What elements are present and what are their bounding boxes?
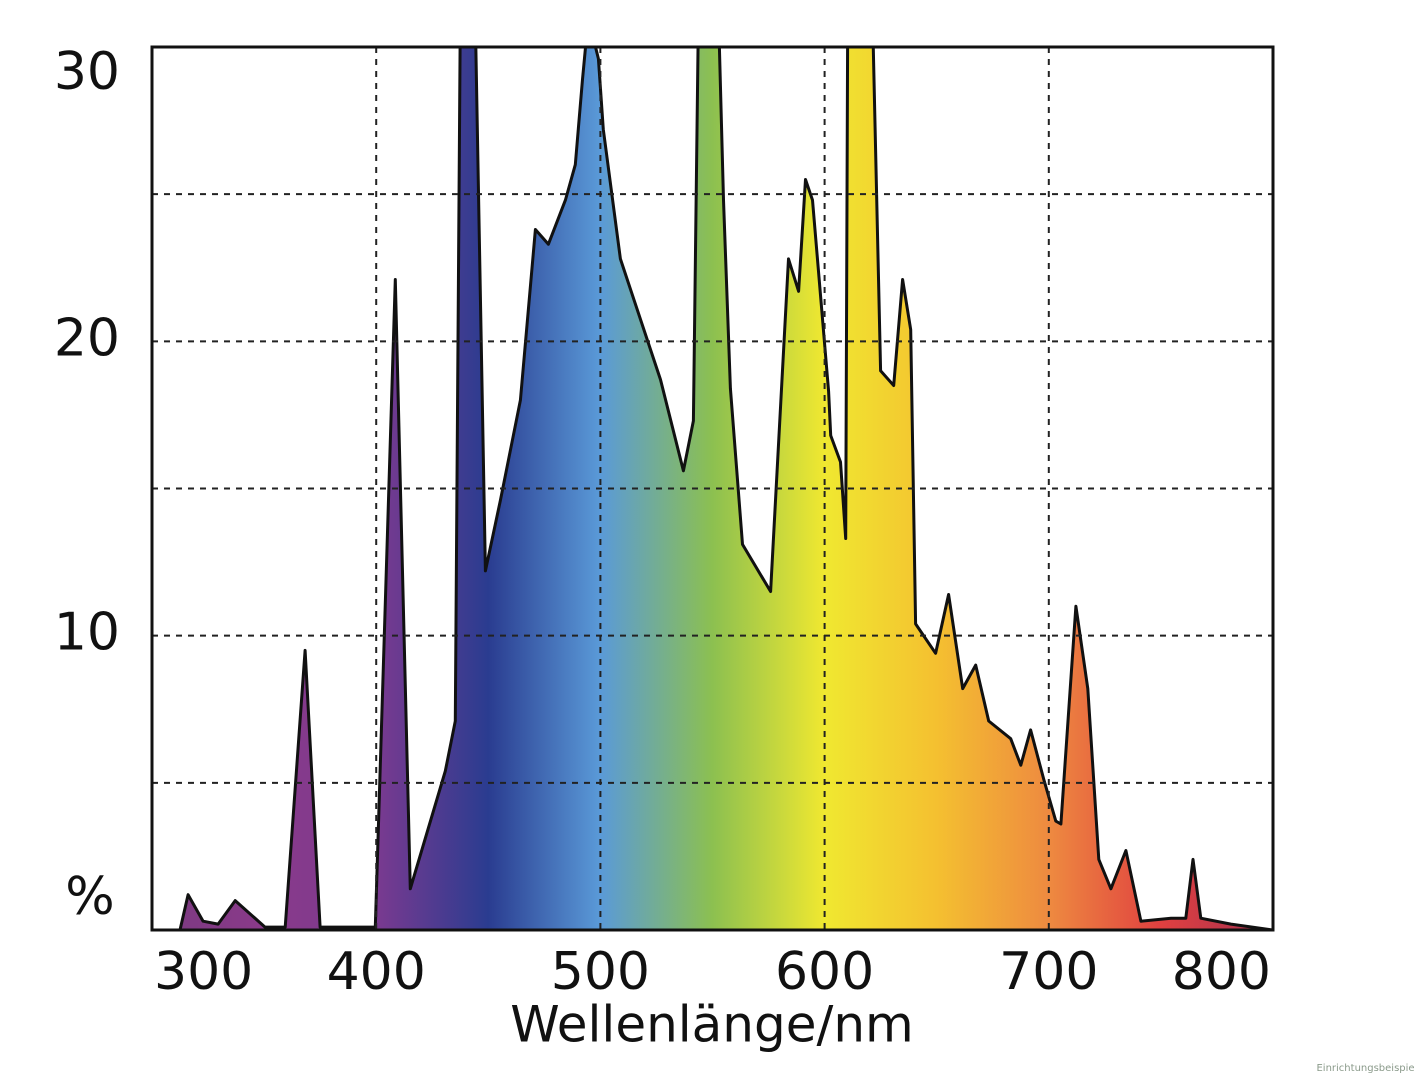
plot-area [152,47,1273,930]
spectrum-area [152,47,1273,930]
y-axis-label: % [65,867,114,927]
spectrum-outline [152,47,1273,930]
y-tick-label: 10 [54,603,120,663]
x-tick-label: 300 [154,942,253,1002]
y-tick-label: 20 [54,308,120,368]
x-axis-label: Wellenlänge/nm [510,996,913,1054]
y-tick-label: 30 [54,42,120,102]
x-tick-label: 500 [551,942,650,1002]
watermark: Einrichtungsbeispiele [1316,1063,1415,1074]
x-tick-label: 800 [1172,942,1271,1002]
x-tick-label: 600 [775,942,874,1002]
plot-frame [150,45,1275,932]
x-tick-label: 700 [999,942,1098,1002]
x-tick-label: 400 [327,942,426,1002]
